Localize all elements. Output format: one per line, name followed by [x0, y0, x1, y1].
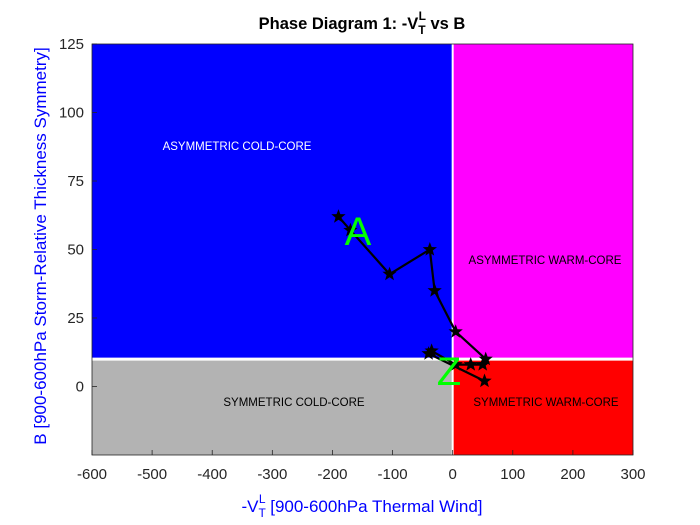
region-asymmetric-cold-core	[92, 44, 453, 360]
x-tick-label: 0	[448, 466, 456, 483]
x-tick-label: -100	[378, 466, 408, 483]
y-tick-label: 50	[67, 242, 84, 259]
track-point-star	[422, 242, 437, 256]
region-label-symmetric-warm-core: SYMMETRIC WARM-CORE	[473, 397, 619, 409]
track-point-star	[343, 222, 358, 237]
x-axis-ticks: -600 -500 -400 -300 -200 -100 0 100 200 300	[77, 450, 646, 483]
track-point-star	[382, 266, 397, 281]
x-tick-label: -400	[197, 466, 227, 483]
track-point-star	[424, 343, 439, 357]
y-tick-label: 0	[76, 379, 84, 396]
track-point-star	[478, 351, 493, 366]
region-symmetric-warm-core	[452, 359, 633, 455]
chart-title-superscript: L	[419, 9, 426, 23]
region-label-symmetric-cold-core: SYMMETRIC COLD-CORE	[223, 397, 365, 409]
x-tick-label: 100	[500, 466, 525, 483]
track-point-star	[463, 357, 478, 371]
x-axis-label-prefix: -V	[241, 497, 259, 516]
track-series	[331, 209, 493, 388]
x-tick-label: -200	[317, 466, 347, 483]
region-asymmetric-warm-core	[452, 44, 633, 360]
region-label-asymmetric-warm-core: ASYMMETRIC WARM-CORE	[469, 255, 622, 267]
track-point-star	[427, 283, 442, 297]
x-axis-label-suffix: [900-600hPa Thermal Wind]	[266, 497, 483, 516]
track-point-star	[331, 209, 346, 223]
chart-title-prefix: Phase Diagram 1: -V	[259, 15, 419, 33]
y-axis-ticks: 0 25 50 75 100 125	[59, 36, 97, 396]
x-tick-label: 200	[560, 466, 585, 483]
end-marker-label: Z	[437, 350, 461, 394]
y-tick-label: 100	[59, 105, 84, 122]
x-axis-label-subscript: T	[258, 506, 266, 520]
x-axis-label: -VTL [900-600hPa Thermal Wind]	[241, 492, 482, 520]
x-tick-label: -500	[137, 466, 167, 483]
start-marker-label: A	[345, 210, 372, 254]
region-symmetric-cold-core	[92, 359, 453, 455]
track-point-star	[448, 357, 463, 371]
region-label-asymmetric-cold-core: ASYMMETRIC COLD-CORE	[163, 141, 312, 153]
chart-title: Phase Diagram 1: -VTL vs B	[259, 9, 466, 37]
x-tick-label: -600	[77, 466, 107, 483]
y-axis-label: B [900-600hPa Storm-Relative Thickness S…	[31, 47, 50, 444]
y-tick-label: 25	[67, 310, 84, 327]
track-point-star	[448, 324, 463, 338]
track-point-star	[477, 373, 492, 388]
track-point-star	[475, 357, 490, 371]
y-tick-label: 75	[67, 173, 84, 190]
chart-title-suffix: vs B	[426, 15, 466, 33]
chart-title-subscript: T	[418, 23, 426, 37]
y-tick-label: 125	[59, 36, 84, 53]
x-tick-label: -300	[257, 466, 287, 483]
track-point-star	[421, 346, 436, 360]
x-axis-label-superscript: L	[259, 492, 266, 506]
x-tick-label: 300	[620, 466, 645, 483]
